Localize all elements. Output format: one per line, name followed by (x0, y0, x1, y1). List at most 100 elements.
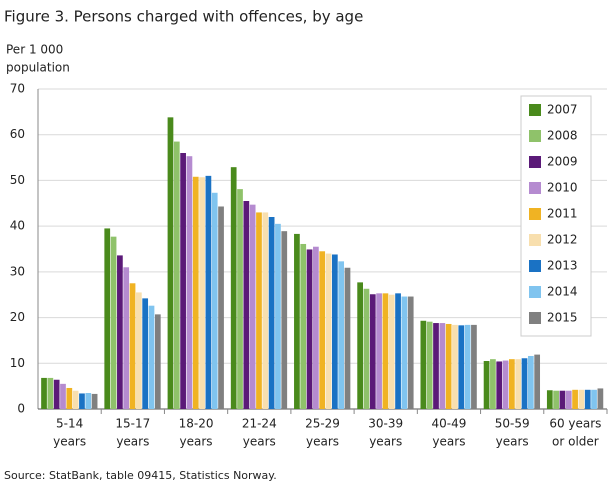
legend-label: 2009 (547, 155, 578, 169)
legend-swatch (529, 156, 541, 168)
bar (483, 361, 490, 409)
bar (300, 243, 307, 409)
source: Source: StatBank, table 09415, Statistic… (4, 469, 277, 482)
bar (319, 251, 326, 409)
x-tick-label: years (432, 435, 465, 449)
legend-label: 2010 (547, 181, 578, 195)
x-tick-label: years (53, 435, 86, 449)
bar (85, 393, 92, 409)
bar (66, 387, 73, 409)
y-axis-label: Per 1 000 (6, 43, 63, 57)
bar (47, 377, 54, 409)
bar (211, 192, 218, 409)
x-tick-label: 30-39 (368, 417, 403, 431)
bar (395, 293, 401, 409)
legend-swatch (529, 312, 541, 324)
bar (363, 288, 370, 409)
bar (546, 390, 553, 409)
bar (148, 305, 155, 409)
legend-swatch (529, 286, 541, 298)
x-tick-label: 15-17 (115, 417, 150, 431)
bar (306, 249, 313, 409)
y-tick-label: 40 (10, 219, 25, 233)
bar (218, 206, 224, 409)
bar (60, 383, 66, 409)
y-tick-label: 60 (10, 127, 25, 141)
legend-swatch (529, 234, 541, 246)
bar (186, 156, 193, 409)
bar (452, 324, 458, 409)
bar (262, 212, 269, 409)
bar (268, 217, 275, 409)
bar (117, 255, 123, 409)
bar (401, 296, 408, 409)
bar (565, 390, 572, 409)
bar (129, 283, 136, 409)
x-tick-label: 18-20 (179, 417, 214, 431)
bar (192, 176, 199, 409)
y-tick-label: 0 (17, 402, 25, 416)
bar (142, 298, 149, 409)
bar (439, 323, 446, 409)
bar (357, 282, 363, 409)
x-tick-label: 5-14 (56, 417, 83, 431)
bar (445, 323, 452, 409)
bar (388, 294, 395, 409)
bar (294, 233, 300, 409)
bar (471, 324, 477, 409)
y-axis-label: population (6, 61, 70, 75)
bar (180, 153, 186, 409)
bar (91, 393, 98, 409)
x-tick-label: years (243, 435, 276, 449)
legend-label: 2014 (547, 285, 578, 299)
bar (521, 358, 528, 409)
bar (407, 296, 414, 409)
bar (458, 325, 465, 409)
bar (597, 388, 604, 409)
legend-swatch (529, 182, 541, 194)
legend-label: 2011 (547, 207, 578, 221)
bar (249, 204, 256, 409)
bar (433, 323, 439, 409)
bar (237, 189, 243, 409)
y-tick-label: 10 (10, 356, 25, 370)
bar (527, 355, 534, 409)
bar (173, 141, 180, 410)
legend-swatch (529, 260, 541, 272)
x-tick-label: 50-59 (495, 417, 530, 431)
bar (578, 389, 585, 409)
bar (534, 354, 541, 409)
bar (199, 177, 205, 409)
bar (584, 389, 591, 409)
bar (344, 267, 351, 409)
legend-swatch (529, 130, 541, 142)
x-tick-label: or older (552, 435, 599, 449)
legend-label: 2015 (547, 311, 578, 325)
bar (420, 320, 427, 409)
bar (281, 231, 288, 409)
y-tick-label: 20 (10, 310, 25, 324)
legend-label: 2008 (547, 129, 578, 143)
bar (464, 324, 471, 409)
bar (591, 389, 597, 409)
bar (230, 167, 237, 409)
bar (509, 359, 515, 409)
y-tick-label: 50 (10, 173, 25, 187)
chart-title: Figure 3. Persons charged with offences,… (4, 8, 363, 26)
x-tick-label: years (180, 435, 213, 449)
bar (496, 361, 503, 409)
bar (331, 254, 338, 409)
bar (325, 253, 332, 409)
bar (135, 292, 142, 409)
legend-swatch (529, 104, 541, 116)
bar (104, 228, 111, 409)
bar (256, 212, 262, 409)
bar (275, 223, 281, 409)
bar (559, 390, 566, 409)
bar (41, 377, 47, 409)
legend-swatch (529, 208, 541, 220)
y-tick-label: 30 (10, 264, 25, 278)
bar (72, 390, 79, 409)
bar (167, 117, 174, 409)
